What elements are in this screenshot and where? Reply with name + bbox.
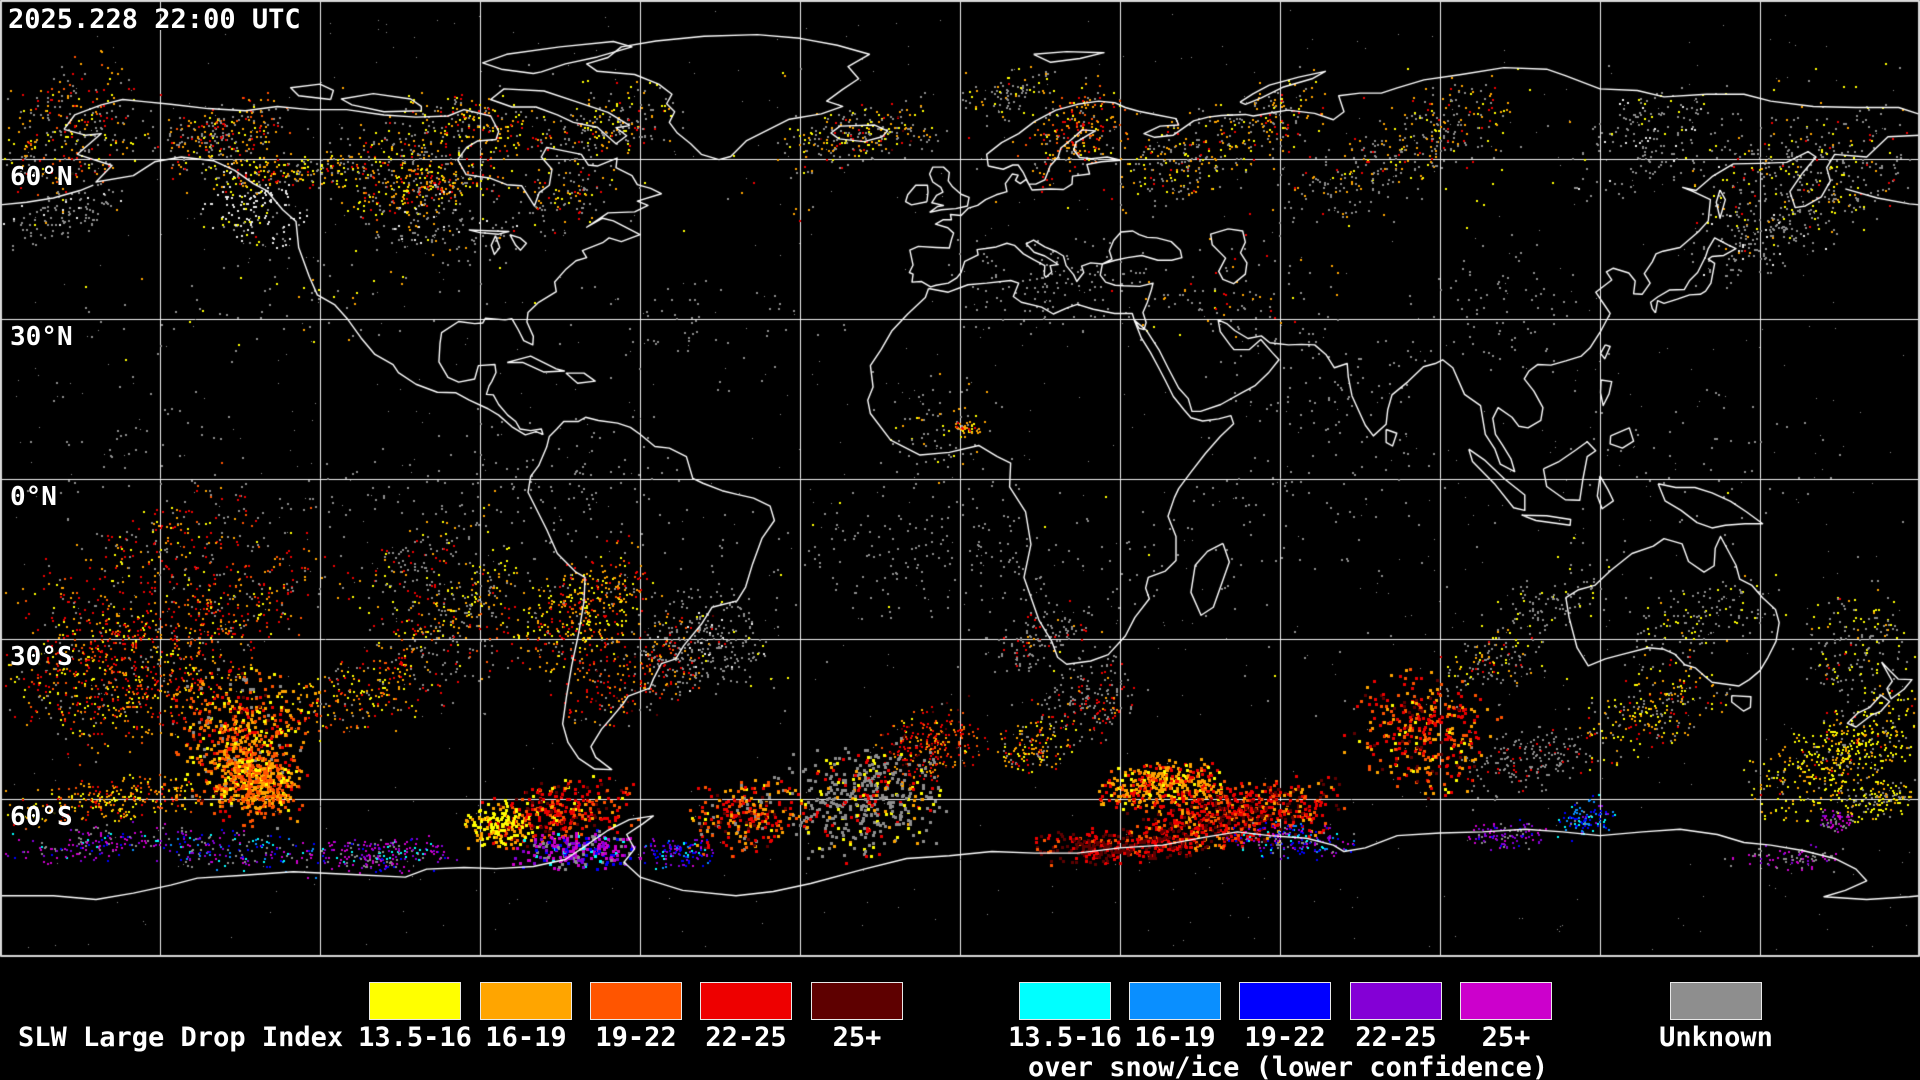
legend-snow-ice-label-25+: 25+ bbox=[1481, 1022, 1531, 1053]
legend-snow-ice-label-22-25: 22-25 bbox=[1355, 1022, 1437, 1053]
legend-standard-label-16-19: 16-19 bbox=[485, 1022, 567, 1053]
legend-unknown-label-Unknown: Unknown bbox=[1659, 1022, 1773, 1053]
legend-standard-swatch-16-19 bbox=[480, 982, 572, 1020]
legend-standard-label-19-22: 19-22 bbox=[595, 1022, 677, 1053]
legend-snow-ice-label-13.5-16: 13.5-16 bbox=[1008, 1022, 1122, 1053]
legend-title: SLW Large Drop Index bbox=[18, 1022, 344, 1053]
legend-snow-ice-swatch-22-25 bbox=[1350, 982, 1442, 1020]
latitude-label-0N: 0°N bbox=[10, 482, 57, 512]
legend-snow-ice-swatch-25+ bbox=[1460, 982, 1552, 1020]
legend-standard-label-22-25: 22-25 bbox=[705, 1022, 787, 1053]
latitude-label-30S: 30°S bbox=[10, 642, 73, 672]
legend-standard-swatch-25+ bbox=[811, 982, 903, 1020]
legend-snow-ice-swatch-13.5-16 bbox=[1019, 982, 1111, 1020]
latitude-label-60S: 60°S bbox=[10, 802, 73, 832]
legend-bar: SLW Large Drop Index 13.5-16 16-19 19-22 22… bbox=[0, 958, 1920, 1080]
world-map-canvas bbox=[0, 0, 1920, 958]
legend-standard-swatch-13.5-16 bbox=[369, 982, 461, 1020]
legend-standard-swatch-19-22 bbox=[590, 982, 682, 1020]
legend-snow-ice-swatch-16-19 bbox=[1129, 982, 1221, 1020]
legend-snow-ice-label-19-22: 19-22 bbox=[1244, 1022, 1326, 1053]
legend-unknown-swatch-Unknown bbox=[1670, 982, 1762, 1020]
latitude-label-30N: 30°N bbox=[10, 322, 73, 352]
legend-standard-label-25+: 25+ bbox=[832, 1022, 882, 1053]
timestamp: 2025.228 22:00 UTC bbox=[8, 4, 301, 35]
legend-snow-ice-swatch-19-22 bbox=[1239, 982, 1331, 1020]
latitude-label-60N: 60°N bbox=[10, 162, 73, 192]
legend-snow-ice-label-16-19: 16-19 bbox=[1134, 1022, 1216, 1053]
legend-snow-ice-caption: over snow/ice (lower confidence) bbox=[1028, 1052, 1549, 1080]
legend-standard-label-13.5-16: 13.5-16 bbox=[358, 1022, 472, 1053]
legend-standard-swatch-22-25 bbox=[700, 982, 792, 1020]
